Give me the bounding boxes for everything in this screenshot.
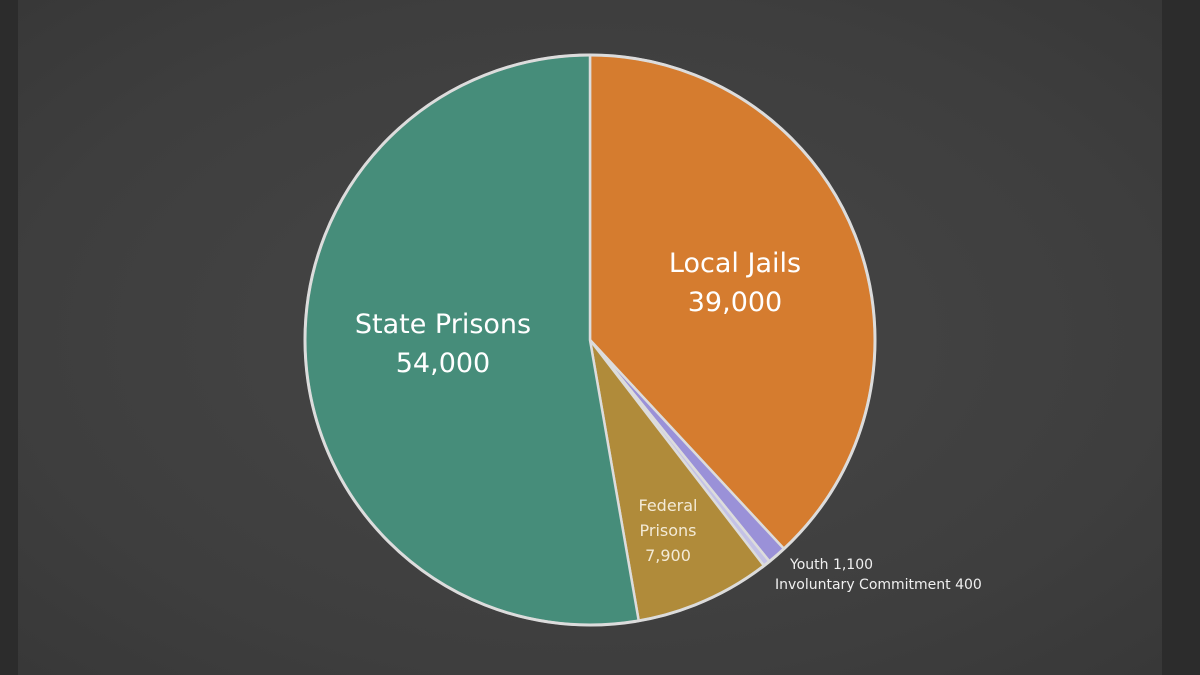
category-label: State Prisons	[354, 309, 532, 340]
slice-label: Youth 1,100	[790, 555, 873, 575]
value-label: 1,100	[832, 557, 874, 573]
value-label: 7,900	[645, 545, 691, 565]
category-label: Youth	[790, 557, 829, 573]
value-label: 39,000	[687, 287, 783, 319]
category-label: Involuntary Commitment	[775, 577, 951, 593]
slice-label: Involuntary Commitment 400	[775, 575, 982, 595]
slice-label: Federal Prisons 7,900	[623, 494, 713, 568]
value-label: 54,000	[395, 348, 491, 380]
pie-outline	[303, 53, 877, 627]
category-label: Local Jails	[668, 248, 802, 279]
slice-label: Local Jails 39,000	[669, 244, 801, 322]
category-label: Federal Prisons	[638, 496, 698, 540]
value-label: 400	[955, 577, 982, 593]
slice-label: State Prisons 54,000	[355, 305, 531, 383]
